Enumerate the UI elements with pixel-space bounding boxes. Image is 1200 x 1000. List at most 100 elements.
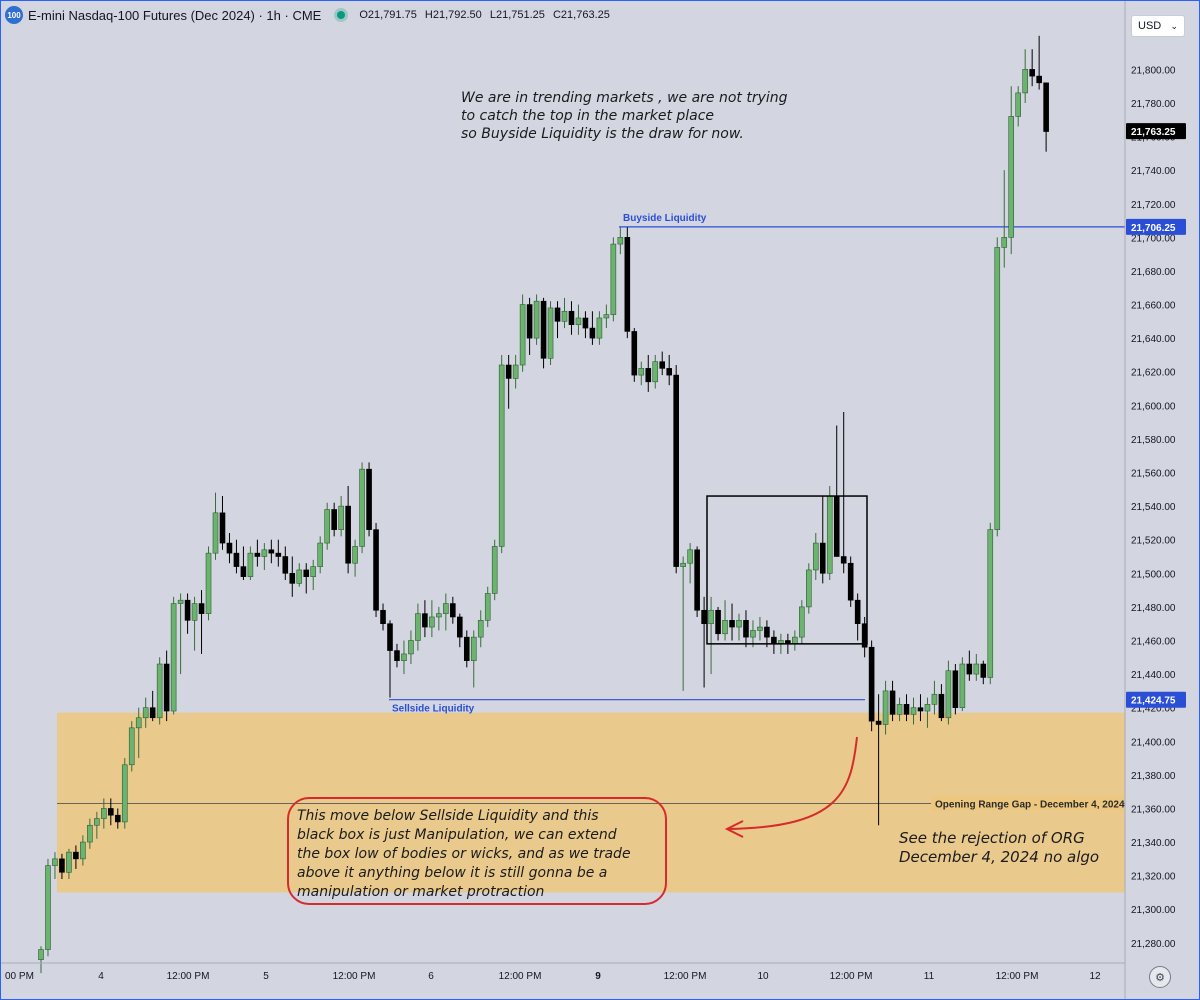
candle[interactable] (652, 361, 659, 383)
candle[interactable] (38, 949, 44, 960)
candle[interactable] (240, 566, 247, 577)
candle[interactable] (743, 620, 749, 638)
candle[interactable] (184, 599, 191, 621)
candle[interactable] (491, 546, 498, 594)
candle[interactable] (422, 613, 428, 628)
candle[interactable] (987, 529, 994, 678)
candle[interactable] (610, 243, 617, 315)
candle[interactable] (121, 764, 128, 823)
candle[interactable] (456, 616, 463, 638)
candle[interactable] (317, 542, 324, 567)
candle[interactable] (52, 858, 58, 866)
candle[interactable] (722, 620, 728, 635)
candle[interactable] (924, 704, 931, 712)
candle[interactable] (470, 636, 477, 661)
candle[interactable] (436, 613, 442, 618)
candle[interactable] (680, 562, 686, 567)
candle[interactable] (889, 690, 896, 715)
candle[interactable] (1022, 69, 1028, 94)
candle[interactable] (429, 616, 435, 628)
candle[interactable] (596, 317, 603, 339)
candle[interactable] (282, 556, 289, 574)
candle[interactable] (673, 374, 679, 567)
manipulation-box[interactable] (706, 495, 868, 645)
candle[interactable] (114, 814, 121, 823)
candle[interactable] (73, 851, 79, 860)
candle[interactable] (191, 603, 198, 621)
candle[interactable] (868, 646, 875, 722)
candle[interactable] (415, 613, 421, 641)
candle[interactable] (945, 670, 952, 719)
candle[interactable] (1043, 82, 1049, 132)
candle[interactable] (840, 556, 847, 564)
candle[interactable] (303, 569, 310, 577)
candle[interactable] (931, 693, 938, 705)
candle[interactable] (645, 368, 652, 383)
candle[interactable] (296, 569, 303, 584)
candle[interactable] (226, 542, 233, 554)
candle[interactable] (903, 704, 910, 715)
candle[interactable] (275, 552, 282, 557)
candle[interactable] (973, 663, 980, 675)
candle[interactable] (463, 636, 470, 661)
candle[interactable] (289, 573, 296, 584)
candle[interactable] (938, 693, 945, 719)
candle[interactable] (764, 626, 770, 638)
candle[interactable] (408, 640, 414, 655)
candle[interactable] (359, 468, 365, 547)
candle[interactable] (352, 546, 358, 564)
candle[interactable] (247, 552, 254, 577)
candle[interactable] (805, 569, 812, 608)
candle[interactable] (812, 542, 819, 571)
candle[interactable] (450, 603, 456, 618)
candle[interactable] (198, 603, 205, 614)
candle[interactable] (163, 663, 170, 712)
candle[interactable] (624, 237, 631, 332)
price-axis[interactable]: 21,280.00 21,300.00 21,320.00 21,340.00 21,3… (1131, 65, 1176, 949)
candle[interactable] (896, 704, 903, 715)
candle[interactable] (833, 495, 840, 557)
candle[interactable] (59, 858, 65, 873)
candle[interactable] (94, 818, 100, 826)
time-axis[interactable]: 00 PM 4 12:00 PM 5 12:00 PM 6 12:00 PM 9 12:00 P… (5, 971, 1101, 982)
candle[interactable] (401, 653, 407, 661)
candle[interactable] (156, 663, 163, 719)
candle[interactable] (512, 364, 519, 379)
candle[interactable] (1001, 237, 1008, 248)
candle[interactable] (268, 549, 275, 554)
candle[interactable] (917, 707, 924, 712)
candle[interactable] (994, 247, 1001, 530)
candle[interactable] (666, 368, 673, 376)
candle[interactable] (589, 327, 596, 339)
candle[interactable] (498, 364, 505, 547)
candle[interactable] (149, 707, 156, 719)
candle[interactable] (380, 609, 386, 624)
candle[interactable] (261, 549, 268, 557)
candle[interactable] (205, 552, 212, 614)
candle[interactable] (847, 562, 854, 601)
candle[interactable] (394, 650, 400, 661)
candle[interactable] (373, 529, 379, 611)
candle[interactable] (45, 865, 51, 950)
candle[interactable] (1015, 92, 1022, 117)
candle[interactable] (554, 307, 561, 322)
candle[interactable] (254, 552, 261, 557)
candle[interactable] (792, 636, 798, 645)
candle[interactable] (959, 663, 966, 708)
candle[interactable] (212, 512, 219, 554)
candle[interactable] (1008, 116, 1015, 238)
candle[interactable] (757, 626, 763, 631)
candle[interactable] (66, 851, 72, 873)
candle[interactable] (1036, 75, 1042, 84)
candle[interactable] (533, 300, 540, 339)
candle[interactable] (980, 663, 987, 678)
candle[interactable] (233, 552, 240, 567)
candle[interactable] (80, 841, 86, 860)
candle[interactable] (701, 609, 707, 624)
candle[interactable] (338, 505, 344, 530)
candle[interactable] (1029, 69, 1035, 77)
candle[interactable] (687, 549, 693, 564)
candle[interactable] (771, 636, 777, 645)
candle[interactable] (324, 509, 330, 544)
